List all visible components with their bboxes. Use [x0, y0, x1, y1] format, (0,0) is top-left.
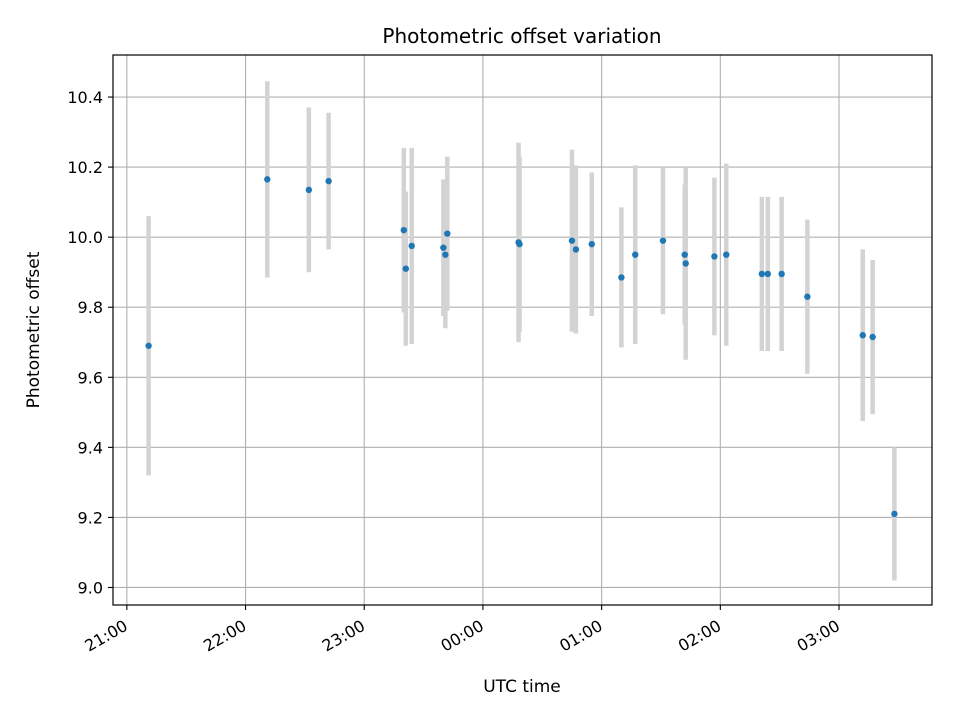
data-point — [632, 251, 639, 258]
data-point — [618, 274, 625, 281]
data-point — [588, 240, 595, 248]
data-point — [400, 226, 408, 234]
y-tick-label: 9.4 — [78, 438, 103, 457]
x-tick-label: 22:00 — [200, 616, 249, 656]
data-point — [444, 230, 451, 237]
y-tick-label: 10.0 — [67, 228, 103, 247]
data-point — [264, 176, 271, 183]
y-axis: 9.0 9.2 9.4 9.6 9.8 10.0 10.2 10.4 — [67, 88, 113, 597]
y-tick-label: 9.6 — [78, 368, 103, 387]
grid — [113, 55, 932, 605]
x-tick-label: 23:00 — [319, 616, 368, 656]
data-point — [869, 333, 876, 341]
data-point — [764, 270, 772, 278]
data-points — [145, 176, 898, 518]
y-axis-title: Photometric offset — [24, 251, 44, 408]
y-tick-label: 9.8 — [78, 298, 103, 317]
x-tick-label: 01:00 — [556, 616, 605, 656]
data-point — [440, 244, 447, 251]
y-tick-label: 10.4 — [67, 88, 103, 107]
plot-frame — [112, 54, 933, 606]
data-point — [408, 242, 415, 250]
data-point — [325, 177, 332, 185]
data-point — [723, 251, 730, 258]
data-point — [778, 270, 785, 278]
data-point — [682, 260, 689, 267]
x-axis-title: UTC time — [483, 677, 561, 697]
data-point — [305, 186, 313, 194]
data-point — [711, 253, 718, 260]
y-tick-label: 9.2 — [78, 508, 103, 527]
data-point — [804, 293, 811, 300]
x-tick-label: 03:00 — [794, 616, 843, 656]
data-point — [516, 240, 523, 248]
x-tick-label: 21:00 — [81, 616, 130, 656]
data-point — [681, 251, 688, 258]
data-point — [891, 510, 898, 518]
y-tick-label: 9.0 — [78, 578, 103, 597]
chart-title: Photometric offset variation — [382, 24, 661, 48]
data-point — [659, 237, 667, 244]
data-point — [572, 246, 580, 253]
x-tick-label: 02:00 — [675, 616, 724, 656]
data-point — [568, 237, 576, 244]
y-tick-label: 10.2 — [67, 158, 103, 177]
x-axis: 21:00 22:00 23:00 00:00 01:00 02:00 03:00 — [81, 605, 843, 656]
data-point — [402, 265, 409, 272]
data-point — [859, 332, 866, 339]
data-point — [758, 270, 766, 278]
x-tick-label: 00:00 — [438, 616, 487, 656]
data-point — [442, 251, 449, 258]
data-point — [145, 342, 152, 349]
error-bars — [146, 81, 897, 581]
